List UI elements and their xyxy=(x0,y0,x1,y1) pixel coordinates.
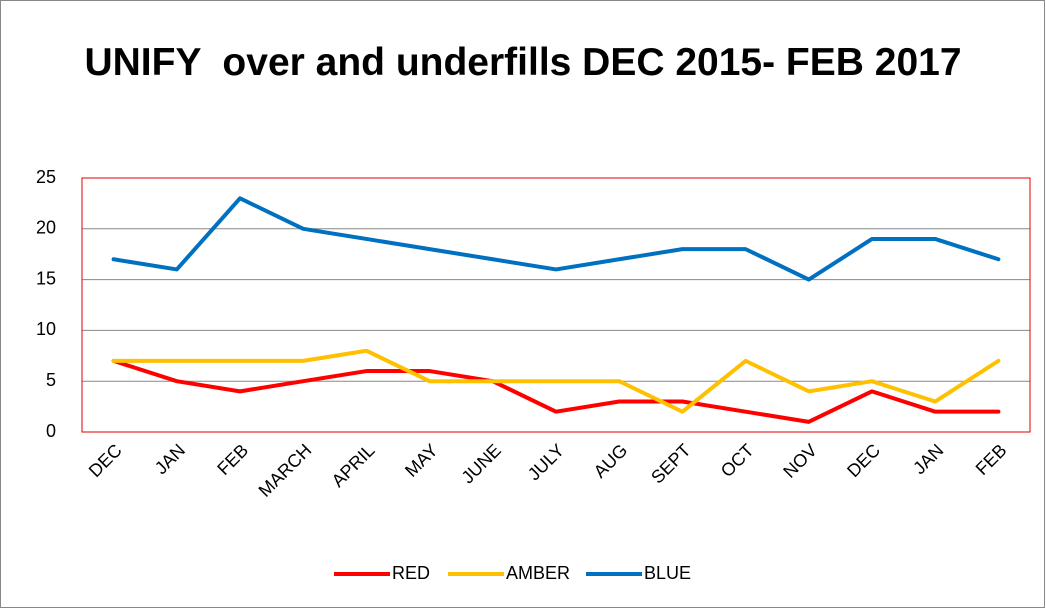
y-tick-label: 20 xyxy=(36,218,56,238)
legend-label: RED xyxy=(392,563,430,583)
legend-label: BLUE xyxy=(644,563,691,583)
series-line xyxy=(111,196,1001,282)
y-tick-label: 25 xyxy=(36,167,56,187)
plot-border xyxy=(81,177,1031,433)
y-tick-label: 10 xyxy=(36,319,56,339)
y-tick-label: 15 xyxy=(36,268,56,288)
series-line xyxy=(111,358,1001,424)
series-line xyxy=(111,348,1001,414)
y-tick-label: 0 xyxy=(46,421,56,441)
chart-title: UNIFY over and underfills DEC 2015- FEB … xyxy=(84,41,962,84)
y-tick-label: 5 xyxy=(46,370,56,390)
legend-label: AMBER xyxy=(506,563,570,583)
